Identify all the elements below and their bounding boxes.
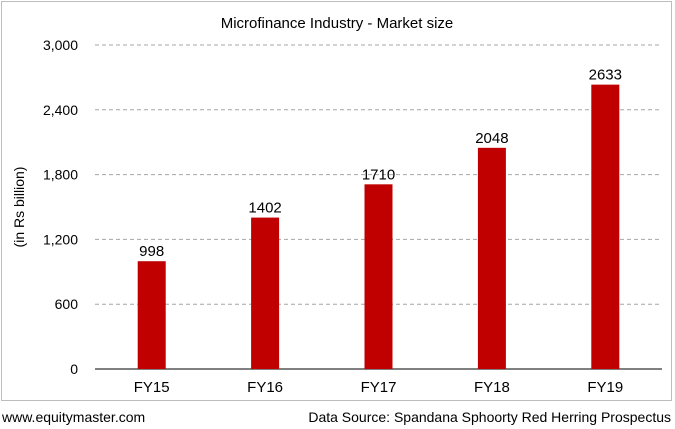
x-axis-ticks: FY15 FY16 FY17 FY18 FY19 [134,379,623,396]
data-label-fy19: 2633 [589,67,622,84]
y-axis-ticks: 0 600 1,200 1,800 2,400 3,000 [43,37,78,377]
y-axis-label: (in Rs billion) [11,167,27,248]
footer-source: Data Source: Spandana Sphoorty Red Herri… [308,409,671,425]
x-tick-label-fy16: FY16 [247,379,283,396]
x-tick-label-fy19: FY19 [587,379,623,396]
gridlines [95,44,662,370]
y-tick-label: 0 [70,361,78,377]
data-labels: 998 1402 1710 2048 2633 [139,67,622,261]
footer-website: www.equitymaster.com [2,409,146,425]
bars [137,84,620,370]
bar-fy15 [137,261,166,369]
y-tick-label: 3,000 [43,37,78,53]
y-tick-label: 600 [55,296,79,312]
data-label-fy15: 998 [139,243,164,260]
x-tick-label-fy17: FY17 [361,379,397,396]
bar-fy17 [364,184,393,369]
y-tick-label: 1,800 [43,167,78,183]
data-label-fy16: 1402 [248,200,281,217]
x-tick-label-fy15: FY15 [134,379,170,396]
data-label-fy18: 2048 [475,130,508,147]
data-label-fy17: 1710 [362,166,395,183]
x-tick-label-fy18: FY18 [474,379,510,396]
y-tick-label: 2,400 [43,102,78,118]
bar-fy16 [251,217,280,369]
bar-fy19 [591,84,620,370]
y-tick-label: 1,200 [43,231,78,247]
chart-frame [1,1,672,401]
chart-title: Microfinance Industry - Market size [221,15,454,32]
chart: Microfinance Industry - Market size (in … [11,15,662,396]
bar-fy18 [477,147,506,369]
